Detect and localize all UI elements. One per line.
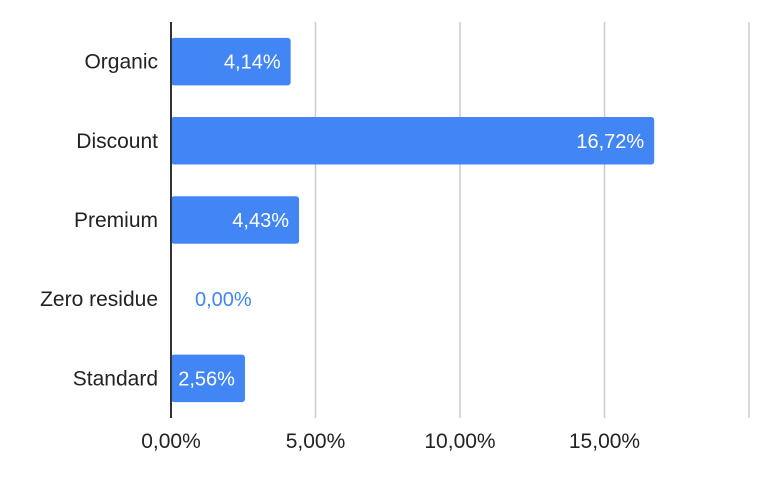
x-tick-labels: 0,00% 5,00% 10,00% 15,00% — [141, 430, 640, 453]
value-label: 2,56% — [178, 368, 235, 390]
value-label: 4,14% — [224, 52, 281, 74]
category-label: Premium — [74, 209, 158, 232]
x-tick-label: 10,00% — [424, 430, 495, 453]
grid-lines — [314, 22, 750, 418]
bar — [171, 354, 245, 403]
x-tick-label: 15,00% — [569, 430, 640, 453]
value-label: 16,72% — [576, 131, 644, 153]
category-label: Organic — [84, 51, 158, 74]
category-label: Discount — [76, 130, 158, 153]
bar — [171, 37, 291, 86]
value-label: 0,00% — [195, 289, 252, 311]
value-labels: 4,14% 16,72% 4,43% 0,00% 2,56% — [178, 52, 644, 391]
category-label: Standard — [73, 367, 158, 390]
value-label: 4,43% — [232, 210, 289, 232]
bar — [171, 117, 655, 165]
category-label: Zero residue — [40, 288, 158, 311]
bar — [171, 196, 300, 244]
x-tick-label: 0,00% — [141, 430, 201, 453]
bars — [171, 37, 655, 403]
category-labels: Organic Discount Premium Zero residue Standa… — [40, 51, 158, 391]
x-tick-label: 5,00% — [286, 430, 346, 453]
